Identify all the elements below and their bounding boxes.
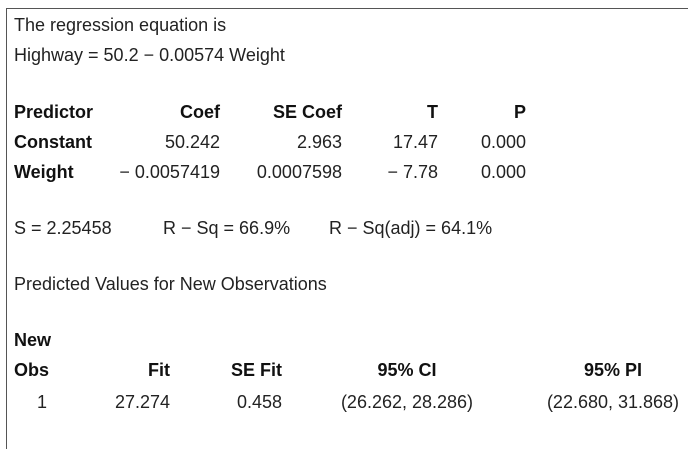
predicted-row-pi: (22.680, 31.868) <box>546 392 680 412</box>
coef-row-constant-se-coef: 2.963 <box>296 132 342 152</box>
stat-s: S = 2.25458 <box>14 218 112 238</box>
predicted-header-se-fit: SE Fit <box>230 360 282 380</box>
predicted-title: Predicted Values for New Observations <box>14 274 327 294</box>
predicted-row-obs: 1 <box>36 392 47 412</box>
coef-row-constant-p: 0.000 <box>480 132 526 152</box>
predicted-header-obs: Obs <box>14 360 50 380</box>
stat-r-sq: R − Sq = 66.9% <box>163 218 291 238</box>
coef-row-weight-predictor: Weight <box>14 162 74 182</box>
predicted-row-se-fit: 0.458 <box>236 392 282 412</box>
predicted-row-fit: 27.274 <box>114 392 170 412</box>
equation-formula: Highway = 50.2 − 0.00574 Weight <box>14 45 285 65</box>
equation-heading: The regression equation is <box>14 15 227 35</box>
coef-header-p: P <box>513 102 526 122</box>
coef-row-weight-p: 0.000 <box>480 162 526 182</box>
predicted-row-ci: (26.262, 28.286) <box>340 392 474 412</box>
coef-row-constant-coef: 50.242 <box>164 132 220 152</box>
coef-header-coef: Coef <box>180 102 220 122</box>
predicted-header-ci: 95% CI <box>377 360 437 380</box>
predicted-header-fit: Fit <box>148 360 170 380</box>
coef-row-weight-coef: − 0.0057419 <box>119 162 220 182</box>
predicted-header-new: New <box>14 330 52 350</box>
coef-header-t: T <box>427 102 438 122</box>
coef-header-predictor: Predictor <box>14 102 94 122</box>
predicted-header-pi: 95% PI <box>583 360 643 380</box>
coef-header-se-coef: SE Coef <box>272 102 342 122</box>
coef-row-constant-predictor: Constant <box>14 132 92 152</box>
coef-row-weight-t: − 7.78 <box>387 162 438 182</box>
coef-row-weight-se-coef: 0.0007598 <box>256 162 342 182</box>
coef-row-constant-t: 17.47 <box>392 132 438 152</box>
stat-r-sq-adj: R − Sq(adj) = 64.1% <box>329 218 493 238</box>
output-panel-border <box>6 8 688 449</box>
